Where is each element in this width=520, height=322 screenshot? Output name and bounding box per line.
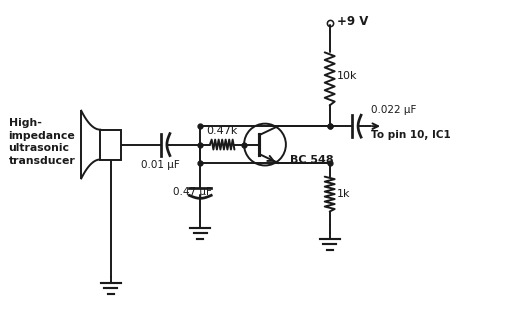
- Bar: [100, 130, 121, 159]
- Text: High-
impedance
ultrasonic
transducer: High- impedance ultrasonic transducer: [9, 118, 75, 166]
- Text: 10k: 10k: [337, 71, 358, 81]
- Text: 1k: 1k: [337, 189, 350, 199]
- Text: 0.01 μF: 0.01 μF: [141, 159, 180, 169]
- Text: BC 548: BC 548: [290, 155, 333, 165]
- Text: 0.47 μF: 0.47 μF: [173, 187, 212, 197]
- Text: 0.022 μF: 0.022 μF: [371, 105, 416, 115]
- Text: 0.47k: 0.47k: [206, 126, 238, 136]
- Text: +9 V: +9 V: [337, 15, 369, 28]
- Text: To pin 10, IC1: To pin 10, IC1: [371, 130, 450, 140]
